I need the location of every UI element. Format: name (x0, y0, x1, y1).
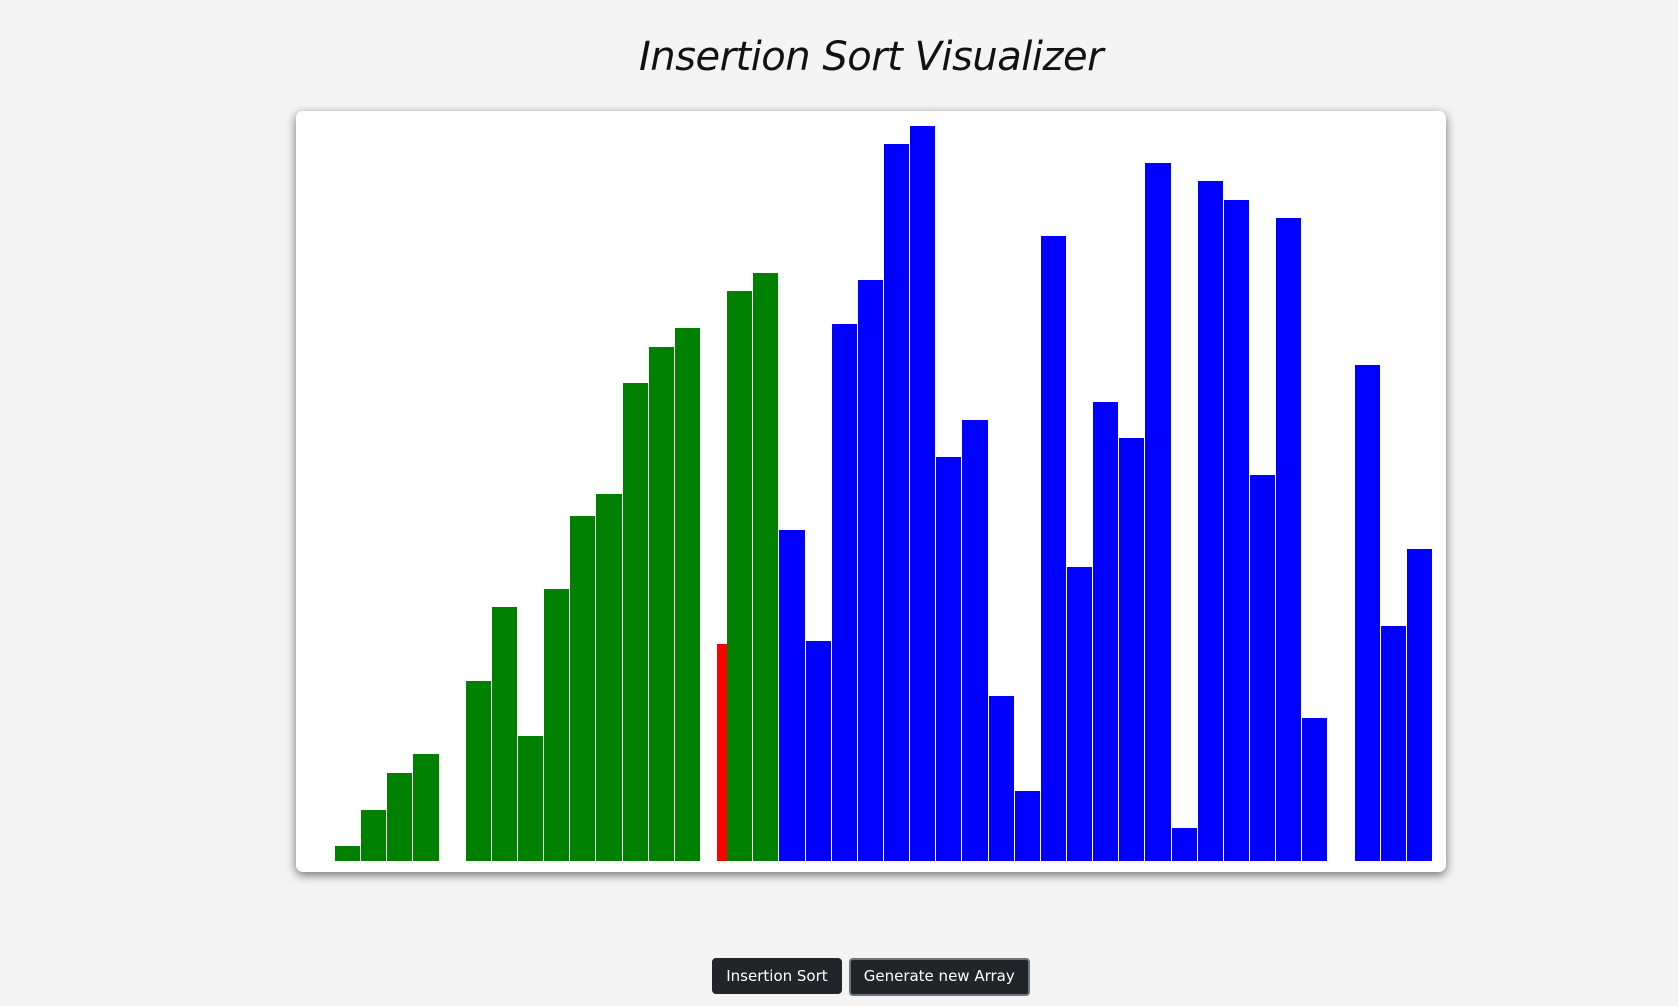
bar-active (717, 644, 728, 861)
insertion-sort-button[interactable]: Insertion Sort (712, 958, 842, 994)
page-title: Insertion Sort Visualizer (638, 34, 1104, 80)
bar-unsorted (1145, 162, 1171, 861)
bar-unsorted (988, 695, 1014, 861)
bar-sorted (570, 515, 596, 861)
bar-unsorted (1171, 827, 1197, 861)
bar-sorted (674, 328, 700, 861)
bar-sorted (622, 383, 648, 861)
bar-unsorted (1276, 217, 1302, 861)
controls: Insertion Sort Generate new Array (0, 958, 1678, 996)
bar-chart (335, 126, 1433, 861)
bar-unsorted (1250, 475, 1276, 861)
bar-unsorted (1406, 548, 1432, 861)
bar-sorted (727, 291, 753, 861)
sort-visualizer-canvas (296, 111, 1446, 872)
bar-sorted (648, 346, 674, 861)
bar-sorted (596, 493, 622, 861)
bar-sorted (465, 680, 491, 861)
bar-sorted (413, 754, 439, 861)
bar-unsorted (936, 456, 962, 861)
bar-unsorted (1197, 181, 1223, 861)
bar-unsorted (857, 280, 883, 861)
bar-unsorted (1354, 364, 1380, 861)
bar-unsorted (1067, 567, 1093, 861)
bar-sorted (544, 589, 570, 861)
bar-unsorted (1040, 236, 1066, 861)
bar-sorted (387, 772, 413, 861)
bar-unsorted (779, 530, 805, 861)
bar-unsorted (1302, 717, 1328, 861)
bar-unsorted (831, 324, 857, 861)
bar-unsorted (805, 640, 831, 861)
bar-unsorted (884, 144, 910, 861)
bar-sorted (753, 273, 779, 861)
bar-sorted (361, 809, 387, 861)
bar-unsorted (1119, 438, 1145, 861)
bar-sorted (335, 846, 361, 861)
bar-unsorted (1223, 199, 1249, 861)
bar-sorted (518, 736, 544, 861)
bar-unsorted (910, 126, 936, 861)
bar-unsorted (1380, 625, 1406, 861)
bar-sorted (491, 607, 517, 861)
bar-unsorted (962, 420, 988, 861)
generate-new-array-button[interactable]: Generate new Array (848, 958, 1030, 996)
bar-unsorted (1093, 401, 1119, 861)
bar-unsorted (1014, 791, 1040, 861)
